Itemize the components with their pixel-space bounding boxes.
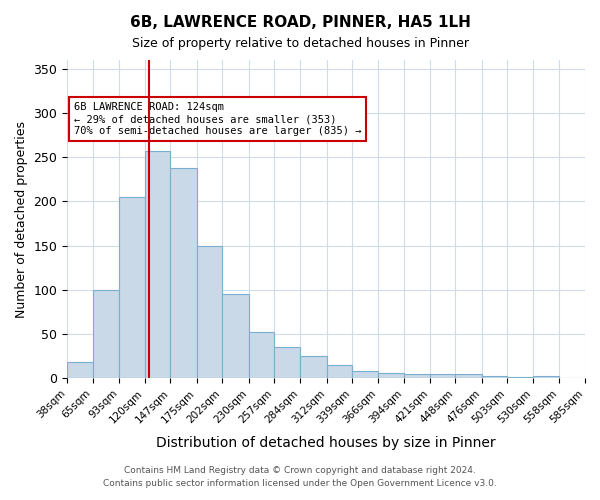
Text: Size of property relative to detached houses in Pinner: Size of property relative to detached ho…	[131, 38, 469, 51]
Bar	[404, 374, 430, 378]
Bar	[455, 374, 482, 378]
Bar	[274, 348, 300, 378]
Bar	[223, 294, 249, 378]
Bar	[145, 151, 170, 378]
Bar	[430, 374, 455, 378]
Text: 6B, LAWRENCE ROAD, PINNER, HA5 1LH: 6B, LAWRENCE ROAD, PINNER, HA5 1LH	[130, 15, 470, 30]
Bar	[326, 365, 352, 378]
Bar	[170, 168, 197, 378]
Bar	[93, 290, 119, 378]
Text: Contains HM Land Registry data © Crown copyright and database right 2024.
Contai: Contains HM Land Registry data © Crown c…	[103, 466, 497, 487]
Bar	[300, 356, 326, 378]
X-axis label: Distribution of detached houses by size in Pinner: Distribution of detached houses by size …	[156, 436, 496, 450]
Bar	[249, 332, 274, 378]
Bar	[377, 373, 404, 378]
Bar	[119, 197, 145, 378]
Y-axis label: Number of detached properties: Number of detached properties	[15, 120, 28, 318]
Bar	[533, 376, 559, 378]
Bar	[67, 362, 93, 378]
Bar	[352, 371, 377, 378]
Bar	[482, 376, 508, 378]
Text: 6B LAWRENCE ROAD: 124sqm
← 29% of detached houses are smaller (353)
70% of semi-: 6B LAWRENCE ROAD: 124sqm ← 29% of detach…	[74, 102, 361, 136]
Bar	[197, 246, 223, 378]
